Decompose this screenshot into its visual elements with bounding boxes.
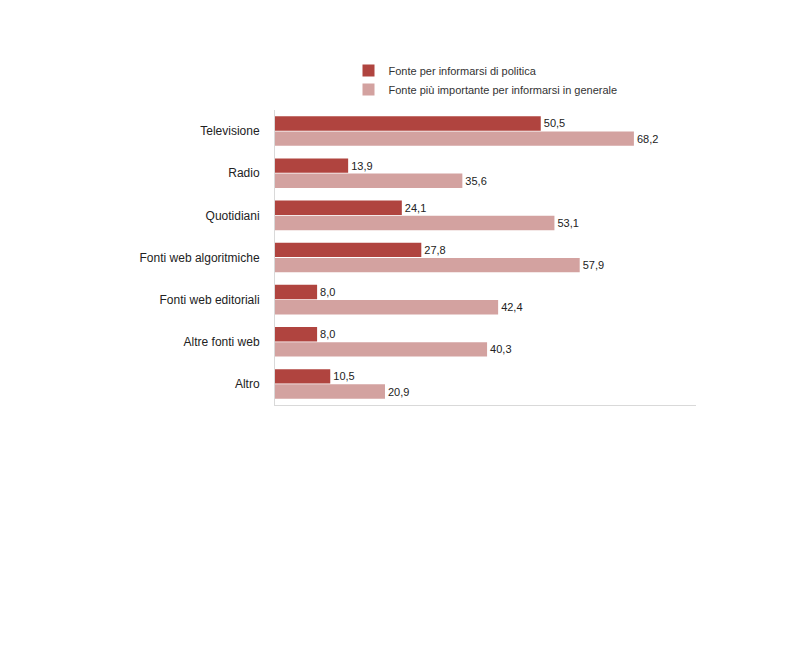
svg-text:50,5: 50,5: [544, 117, 565, 129]
svg-text:24,1: 24,1: [405, 202, 426, 214]
svg-text:Fonte più importante per infor: Fonte più importante per informarsi in g…: [389, 84, 618, 96]
svg-text:68,2: 68,2: [637, 133, 658, 145]
svg-text:57,9: 57,9: [583, 259, 604, 271]
svg-text:Televisione: Televisione: [200, 124, 260, 138]
svg-text:8,0: 8,0: [320, 328, 335, 340]
svg-text:Fonti web algoritmiche: Fonti web algoritmiche: [140, 251, 260, 265]
svg-text:53,1: 53,1: [557, 217, 578, 229]
svg-text:40,3: 40,3: [490, 343, 511, 355]
svg-text:Radio: Radio: [228, 166, 260, 180]
svg-text:13,9: 13,9: [351, 160, 372, 172]
svg-text:10,5: 10,5: [333, 370, 354, 382]
svg-text:Fonti web editoriali: Fonti web editoriali: [160, 293, 260, 307]
svg-text:42,4: 42,4: [501, 301, 522, 313]
svg-text:8,0: 8,0: [320, 286, 335, 298]
svg-text:35,6: 35,6: [465, 175, 486, 187]
svg-text:20,9: 20,9: [388, 386, 409, 398]
svg-text:Altre fonti web: Altre fonti web: [184, 335, 260, 349]
svg-text:Fonte per informarsi di politi: Fonte per informarsi di politica: [389, 65, 537, 77]
svg-text:27,8: 27,8: [424, 244, 445, 256]
svg-text:Altro: Altro: [235, 377, 260, 391]
svg-text:Quotidiani: Quotidiani: [206, 209, 260, 223]
